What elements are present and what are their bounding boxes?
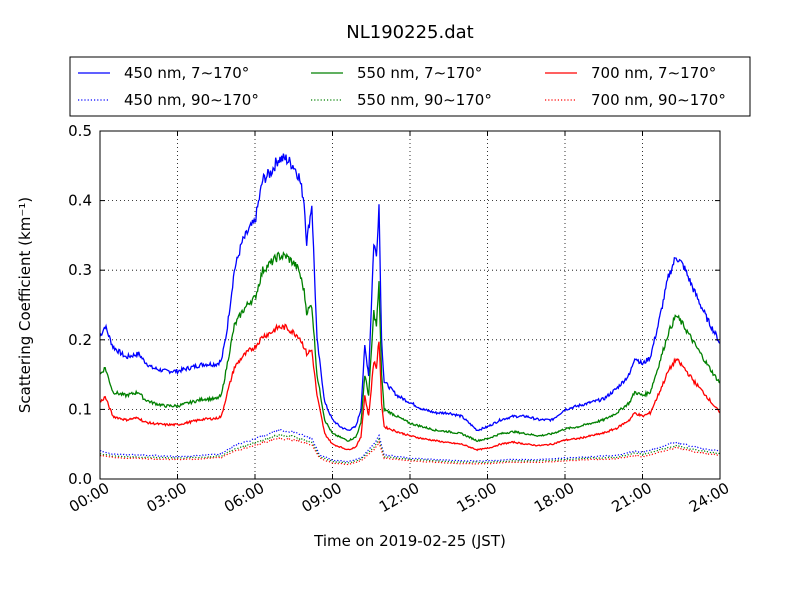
legend-label-2: 550 nm, 7∼170°: [357, 64, 482, 82]
legend-label-1: 450 nm, 7∼170°: [124, 64, 249, 82]
series-line-3: [99, 323, 721, 452]
y-tick-label: 0.5: [68, 122, 92, 140]
chart-title: NL190225.dat: [346, 22, 473, 43]
y-tick-label: 0.0: [68, 470, 92, 488]
legend-label-3: 700 nm, 7∼170°: [591, 64, 716, 82]
x-axis-label: Time on 2019-02-25 (JST): [313, 532, 506, 550]
y-tick-label: 0.2: [68, 331, 92, 349]
legend-frame: [69, 56, 751, 117]
legend-label-6: 700 nm, 90∼170°: [591, 91, 726, 109]
series-group: [99, 153, 721, 466]
series-line-5: [99, 433, 721, 464]
legend-label-4: 450 nm, 90∼170°: [124, 91, 259, 109]
series-line-2: [99, 250, 721, 443]
series-line-4: [99, 428, 721, 463]
legend-label-5: 550 nm, 90∼170°: [357, 91, 492, 109]
legend: 450 nm, 7∼170° 550 nm, 7∼170° 700 nm, 7∼17…: [69, 56, 751, 117]
y-tick-label: 0.3: [68, 261, 92, 279]
y-tick-label: 0.1: [68, 400, 92, 418]
y-axis-label: Scattering Coefficient (km⁻¹): [16, 197, 34, 413]
y-tick-label: 0.4: [68, 192, 92, 210]
series-line-1: [99, 153, 721, 432]
